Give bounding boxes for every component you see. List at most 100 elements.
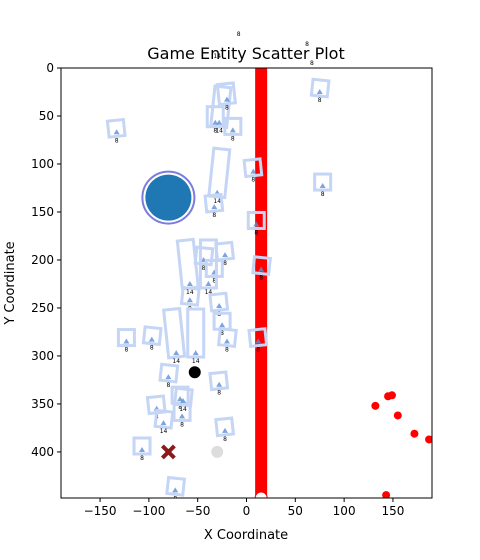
tile-outline [153,408,175,430]
outside-annotation: 14 [213,53,221,60]
tile-marker [223,96,230,102]
tile-marker [139,447,146,453]
tile-outline [209,84,233,130]
tile-outline [223,116,243,136]
tile-marker [222,252,229,258]
tile-marker [205,280,212,286]
tile-outline [215,81,237,107]
tile-outline [207,146,232,200]
tile-label: 14 [213,198,221,205]
tile-outline [116,328,136,348]
tile-label: 14 [172,358,180,365]
tile-label: 8 [202,265,206,272]
tile-outline [193,245,215,267]
tile-marker [179,413,186,419]
enemy-point [393,411,402,420]
enemy-point [410,429,419,438]
tile-marker [165,374,172,380]
tile-label: 8 [321,191,325,198]
tile-label: 8 [140,455,144,462]
tile-label: 8 [225,347,229,354]
tile-label: 14 [160,428,168,435]
tile-label: 14 [205,289,213,296]
tile-label: 8 [212,212,216,219]
tile-label: 8 [231,135,235,142]
pickup-marker [188,366,201,379]
y-tick-label: 400 [31,445,54,459]
tile-marker [216,119,223,125]
enemy-point [382,491,391,498]
outside-labels: 8 8 14 8 [213,31,314,67]
tile-outline [313,172,333,192]
player-ring [141,170,196,225]
tile-marker [216,303,223,309]
x-tick-label: −50 [185,504,210,518]
tile-marker [123,338,130,344]
tile-outline [141,325,163,347]
y-tick-label: 250 [31,301,54,315]
tile-label: 8 [223,260,227,267]
x-tick-label: −100 [132,504,165,518]
y-tick-label: 100 [31,157,54,171]
tile-outline [179,285,201,307]
tile-label: 8 [173,495,177,502]
player-marker [145,174,192,221]
tile-outline [251,255,273,277]
y-axis-label: Y Coordinate [3,241,18,325]
tile-label: 8 [225,105,229,112]
outside-annotation: 8 [310,60,314,67]
y-tick-label: 350 [31,397,54,411]
chart-title: Game Entity Scatter Plot [147,44,344,63]
tile-outline [208,291,230,313]
tile-marker [223,338,230,344]
tile-label: 14 [192,358,200,365]
tile-marker [219,322,226,328]
tile-marker [211,204,218,210]
tile-marker [172,487,179,493]
tile-label: 8 [150,345,154,352]
tile-label: 14 [215,128,223,135]
tile-marker [250,168,257,174]
tile-marker [255,338,262,344]
tile-outline [132,436,152,456]
tile-marker [148,336,155,342]
x-tick-label: 50 [288,504,303,518]
tile-outline [186,307,206,359]
tile-outline [246,210,266,230]
tile-marker [160,420,167,426]
ghost-marker [211,445,224,458]
y-tick-label: 0 [46,61,54,75]
tile-marker [319,183,326,189]
tile-label: 8 [213,128,217,135]
tile-outline [214,240,236,262]
y-tick-label: 200 [31,253,54,267]
tile-label: 8 [217,390,221,397]
x-tick-label: 0 [243,504,251,518]
tile-label: 8 [254,229,258,236]
tile-label: 8 [124,347,128,354]
tile-label: 8 [178,404,182,411]
tile-outline [203,192,225,214]
tile-marker [180,398,187,404]
enemy-point [425,435,432,444]
tile-marker [229,127,236,133]
tile-outline [214,416,236,438]
objective-marker [160,444,176,460]
tile-marker [258,266,265,272]
tile-outline [162,306,187,360]
tile-marker [316,88,323,94]
tile-label: 8 [318,97,322,104]
spawn-marker [254,491,268,498]
tile-label: 8 [256,347,260,354]
tile-label: 8 [212,277,216,284]
x-axis-label: X Coordinate [204,528,288,543]
y-axis: 0 50 100 150 200 250 300 350 400 [31,61,61,459]
outside-annotation: 8 [305,41,309,48]
tile-outline [198,238,218,290]
tile-marker [113,129,120,135]
tile-outline [242,157,264,179]
tile-label: 8 [223,436,227,443]
tile-marker [216,381,223,387]
tile-label: 8 [259,275,263,282]
